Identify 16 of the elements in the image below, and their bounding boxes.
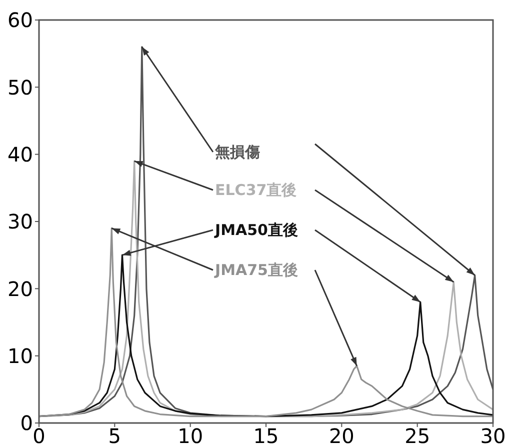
y-tick-label: 10 — [8, 344, 33, 368]
text: JMA75直後 — [214, 261, 298, 279]
text: ELC37直後 — [215, 181, 297, 199]
x-tick-label: 15 — [253, 424, 279, 448]
text: 無損傷 — [214, 143, 260, 161]
y-tick-label: 60 — [8, 8, 33, 32]
y-tick-label: 40 — [8, 142, 33, 166]
x-tick-label: 5 — [108, 424, 122, 448]
x-tick-label: 25 — [404, 424, 430, 448]
text: JMA50直後 — [214, 221, 298, 239]
y-tick-label: 50 — [8, 75, 33, 100]
x-tick-label: 20 — [328, 424, 354, 448]
x-tick-label: 30 — [480, 424, 505, 448]
y-tick-label: 30 — [8, 210, 33, 234]
y-tick-label: 20 — [8, 276, 33, 301]
x-tick-label: 10 — [178, 424, 204, 448]
